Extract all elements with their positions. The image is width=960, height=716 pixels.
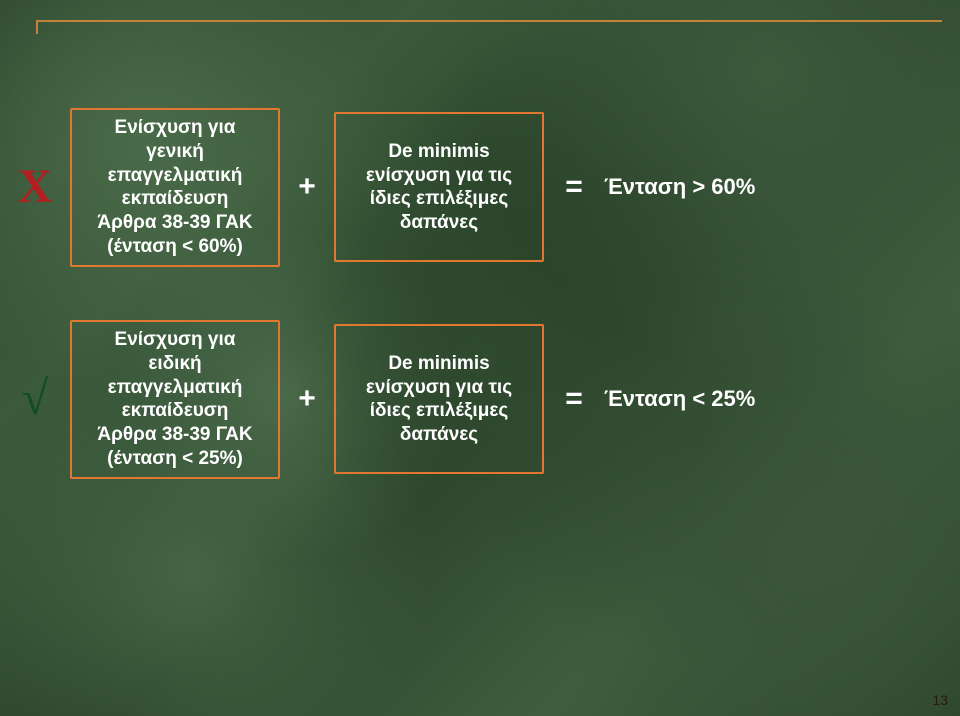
mark-x: X	[0, 163, 70, 211]
text-line: ενίσχυση για τις	[366, 164, 512, 188]
text-line: Ενίσχυση για	[115, 328, 236, 352]
text-line: Άρθρα 38-39 ΓΑΚ	[97, 211, 252, 235]
text-line: επαγγελματική	[108, 164, 243, 188]
equals-operator: =	[544, 170, 604, 204]
text-line: ειδική	[148, 352, 201, 376]
plus-operator: +	[280, 382, 334, 416]
top-rule	[38, 20, 942, 22]
row1-box-right: De minimis ενίσχυση για τις ίδιες επιλέξ…	[334, 112, 544, 262]
equation-row-1: X Ενίσχυση για γενική επαγγελματική εκπα…	[0, 108, 960, 267]
text-line: De minimis	[388, 352, 489, 376]
text-line: δαπάνες	[400, 211, 478, 235]
top-rule-tick	[36, 20, 38, 34]
text-line: De minimis	[388, 140, 489, 164]
text-line: Ενίσχυση για	[115, 116, 236, 140]
row1-result: Ένταση > 60%	[604, 174, 755, 200]
text-line: ενίσχυση για τις	[366, 376, 512, 400]
text-line: δαπάνες	[400, 423, 478, 447]
text-line: εκπαίδευση	[122, 187, 229, 211]
text-line: (ένταση < 25%)	[107, 447, 243, 471]
row1-box-left: Ενίσχυση για γενική επαγγελματική εκπαίδ…	[70, 108, 280, 267]
text-line: ίδιες επιλέξιμες	[370, 187, 509, 211]
equals-operator: =	[544, 382, 604, 416]
text-line: επαγγελματική	[108, 376, 243, 400]
text-line: εκπαίδευση	[122, 399, 229, 423]
row2-box-left: Ενίσχυση για ειδική επαγγελματική εκπαίδ…	[70, 320, 280, 479]
text-line: (ένταση < 60%)	[107, 235, 243, 259]
row2-result: Ένταση < 25%	[604, 386, 755, 412]
text-line: Άρθρα 38-39 ΓΑΚ	[97, 423, 252, 447]
equation-row-2: √ Ενίσχυση για ειδική επαγγελματική εκπα…	[0, 320, 960, 479]
row2-box-right: De minimis ενίσχυση για τις ίδιες επιλέξ…	[334, 324, 544, 474]
mark-check: √	[0, 375, 70, 423]
text-line: ίδιες επιλέξιμες	[370, 399, 509, 423]
text-line: γενική	[146, 140, 204, 164]
plus-operator: +	[280, 170, 334, 204]
page-number: 13	[932, 692, 948, 708]
